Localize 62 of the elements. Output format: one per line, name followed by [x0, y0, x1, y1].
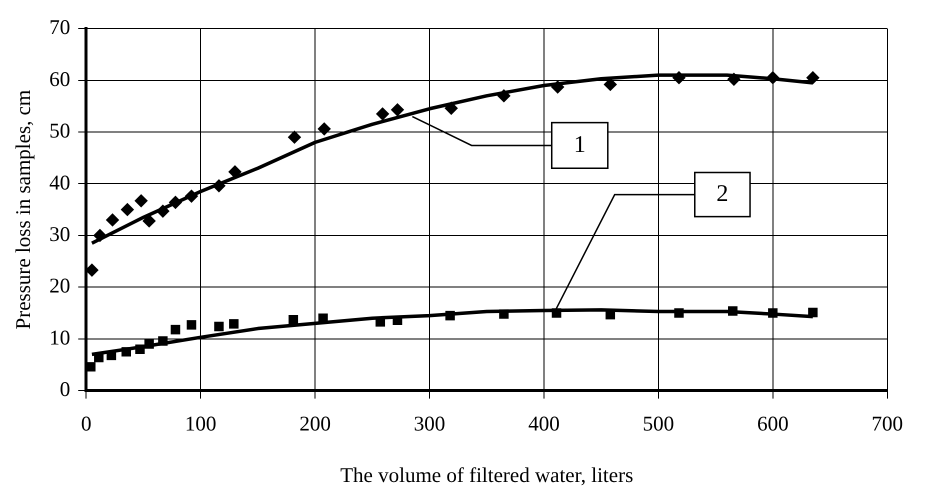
- y-tick-label: 50: [49, 118, 70, 143]
- point: [551, 80, 564, 94]
- point: [728, 306, 738, 316]
- point: [445, 310, 455, 320]
- point: [808, 308, 818, 318]
- point: [228, 165, 242, 178]
- point: [144, 339, 154, 349]
- point: [288, 130, 301, 144]
- point: [390, 103, 404, 116]
- y-tick-label: 30: [49, 222, 70, 246]
- point: [120, 203, 134, 216]
- point: [727, 72, 740, 86]
- y-tick-label: 10: [49, 325, 70, 350]
- point: [229, 319, 239, 329]
- point: [552, 308, 562, 318]
- point: [86, 362, 96, 372]
- point: [318, 313, 328, 323]
- y-tick-label: 0: [60, 377, 70, 402]
- y-tick-label: 40: [49, 170, 70, 194]
- point: [94, 352, 104, 362]
- point: [604, 78, 617, 91]
- y-tick-label: 60: [49, 66, 70, 91]
- point: [142, 214, 156, 228]
- point: [376, 107, 390, 120]
- x-tick-label: 700: [872, 412, 903, 436]
- point: [499, 309, 509, 319]
- point: [806, 71, 820, 84]
- y-tick-label: 70: [49, 15, 70, 40]
- point: [86, 264, 98, 277]
- point: [135, 344, 145, 354]
- y-axis-title: Pressure loss in samples, cm: [11, 90, 36, 330]
- x-tick-label: 100: [184, 412, 216, 436]
- point: [444, 102, 458, 115]
- point: [168, 196, 182, 209]
- y-tick-label: 20: [49, 274, 70, 298]
- point: [214, 322, 224, 332]
- x-tick-label: 0: [80, 412, 92, 436]
- x-tick-label: 400: [528, 412, 560, 436]
- point: [186, 320, 196, 330]
- x-tick-label: 500: [642, 412, 674, 436]
- point: [674, 308, 684, 318]
- point: [156, 204, 170, 218]
- x-tick-label: 300: [414, 412, 446, 436]
- point: [93, 228, 106, 242]
- point: [497, 89, 510, 102]
- point: [122, 347, 131, 357]
- point: [766, 71, 780, 84]
- point: [288, 315, 298, 324]
- point: [134, 194, 148, 208]
- point: [106, 213, 120, 226]
- x-tick-label: 600: [757, 412, 789, 436]
- x-axis-title: The volume of filtered water, liters: [340, 462, 634, 487]
- annotation: 2: [716, 180, 728, 207]
- x-tick-label: 200: [299, 412, 331, 436]
- point: [768, 308, 778, 318]
- point: [318, 122, 331, 136]
- annotation: 1: [574, 132, 586, 158]
- point: [212, 179, 226, 192]
- point: [158, 336, 168, 346]
- point: [672, 71, 686, 84]
- point: [170, 324, 180, 334]
- point: [184, 190, 198, 203]
